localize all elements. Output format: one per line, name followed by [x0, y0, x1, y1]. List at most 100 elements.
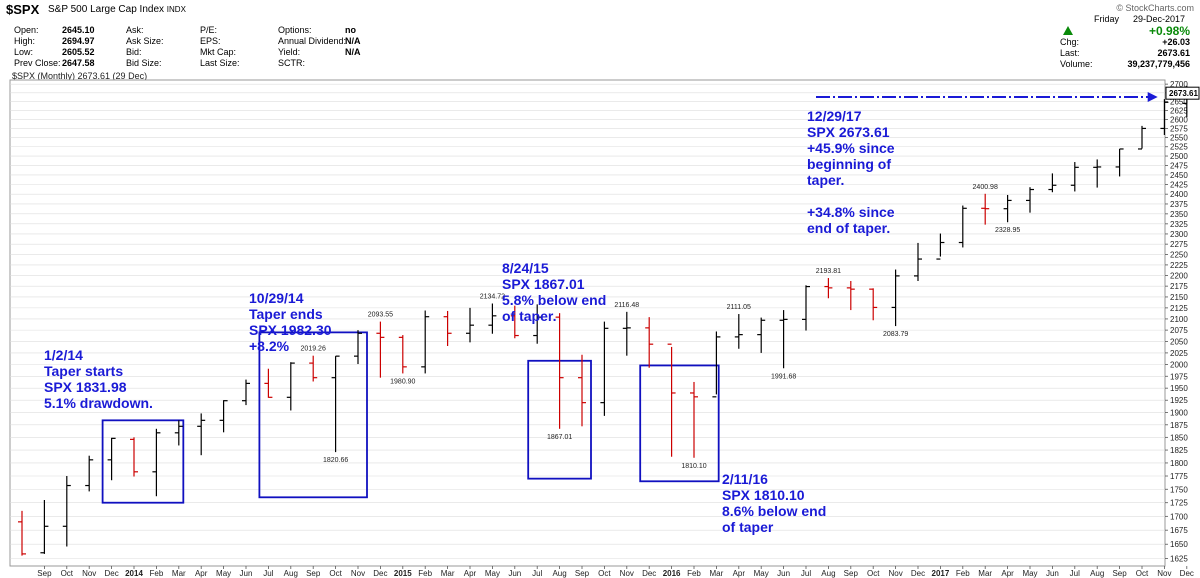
exchange: INDX	[166, 5, 186, 14]
annotation-3-line-2: 8.6% below end	[722, 503, 827, 519]
quote-label-2: Low:	[14, 47, 34, 57]
y-tick-label-5: 1750	[1170, 485, 1188, 494]
annotation-3-line-1: SPX 1810.10	[722, 487, 805, 503]
symbol-name-text: S&P 500 Large Cap Index	[48, 4, 165, 15]
annotation-4-line-3: beginning of	[807, 156, 891, 172]
x-tick-label-46: Jul	[1070, 569, 1080, 578]
quote-label4-0: Options:	[278, 25, 312, 35]
annotation-1-line-2: SPX 1982.30	[249, 322, 332, 338]
x-tick-label-43: Apr	[1001, 569, 1014, 578]
site-credit[interactable]: © StockCharts.com	[1116, 3, 1194, 13]
x-tick-label-32: May	[754, 569, 769, 578]
x-tick-label-12: Sep	[306, 569, 321, 578]
symbol: $SPX	[6, 2, 40, 17]
annotation-4-line-1: SPX 2673.61	[807, 124, 890, 140]
quote-label4-3: SCTR:	[278, 58, 305, 68]
annotation-4-line-0: 12/29/17	[807, 108, 862, 124]
y-tick-label-9: 1850	[1170, 433, 1188, 442]
y-tick-label-16: 2025	[1170, 349, 1188, 358]
x-tick-label-13: Oct	[329, 569, 342, 578]
annotation-4: 12/29/17 SPX 2673.61 +45.9% since beginning…	[807, 108, 895, 236]
x-tick-label-29: Feb	[687, 569, 701, 578]
x-tick-label-15: Dec	[373, 569, 387, 578]
y-tick-label-33: 2450	[1170, 171, 1188, 180]
y-tick-label-15: 2000	[1170, 361, 1188, 370]
quote-label4-1: Annual Dividend:	[278, 36, 347, 46]
quote-value4-1: N/A	[345, 36, 361, 46]
y-tick-label-30: 2375	[1170, 200, 1188, 209]
quote-value-3: 2647.58	[62, 58, 95, 68]
x-tick-label-10: Jul	[263, 569, 273, 578]
y-tick-label-32: 2425	[1170, 180, 1188, 189]
price-label-12: 2400.98	[973, 184, 998, 191]
quote-label-0: Open:	[14, 25, 39, 35]
annotation-0-line-2: SPX 1831.98	[44, 379, 127, 395]
y-tick-label-31: 2400	[1170, 190, 1188, 199]
y-tick-label-37: 2550	[1170, 134, 1188, 143]
annotation-4-line-7: end of taper.	[807, 220, 891, 236]
x-tick-label-25: Oct	[598, 569, 611, 578]
x-tick-label-44: May	[1022, 569, 1037, 578]
quote-right-value-1: 2673.61	[1157, 48, 1190, 58]
x-tick-label-0: Sep	[37, 569, 52, 578]
date: 29-Dec-2017	[1133, 14, 1186, 24]
price-label-0: 2019.26	[301, 346, 326, 353]
plot-frame	[9, 79, 1166, 567]
quote-right-label-1: Last:	[1060, 48, 1080, 58]
quote-value-1: 2694.97	[62, 36, 95, 46]
annotation-1: 10/29/14 Taper ends SPX 1982.30 +8.2%	[249, 290, 332, 354]
annotation-3: 2/11/16 SPX 1810.10 8.6% below end of taper	[722, 471, 826, 535]
x-tick-label-23: Aug	[552, 569, 566, 578]
y-tick-label-20: 2125	[1170, 304, 1188, 313]
annotation-2-line-3: of taper.	[502, 308, 557, 324]
x-tick-label-38: Nov	[888, 569, 902, 578]
x-tick-label-21: Jun	[508, 569, 521, 578]
date-day: Friday	[1094, 14, 1120, 24]
y-tick-label-8: 1825	[1170, 446, 1188, 455]
quote-label2-0: Ask:	[126, 25, 144, 35]
quote-label3-0: P/E:	[200, 25, 218, 35]
annotation-0-line-1: Taper starts	[44, 363, 124, 379]
x-tick-label-5: Feb	[150, 569, 164, 578]
plot-label: $SPX (Monthly) 2673.61 (29 Dec)	[12, 71, 148, 81]
price-label-13: 2328.95	[995, 227, 1020, 234]
x-tick-label-11: Aug	[284, 569, 298, 578]
quote-header: $SPX S&P 500 Large Cap Index INDX © Stoc…	[0, 0, 1200, 72]
price-label-11: 2083.79	[883, 331, 908, 338]
x-tick-label-9: Jun	[240, 569, 253, 578]
quote-value-2: 2605.52	[62, 47, 95, 57]
annotation-1-line-0: 10/29/14	[249, 290, 304, 306]
price-label-10: 2193.81	[816, 268, 841, 275]
price-label-1: 2093.55	[368, 312, 393, 319]
quote-right-value-2: 39,237,779,456	[1127, 59, 1190, 69]
x-tick-label-41: Feb	[956, 569, 970, 578]
highlight-box-3	[639, 364, 720, 483]
x-tick-label-36: Sep	[844, 569, 859, 578]
annotation-2-line-2: 5.8% below end	[502, 292, 607, 308]
x-tick-label-30: Mar	[710, 569, 724, 578]
highlight-box-0	[101, 419, 185, 504]
x-tick-label-19: Apr	[464, 569, 477, 578]
y-tick-label-35: 2500	[1170, 152, 1188, 161]
x-tick-label-42: Mar	[978, 569, 992, 578]
y-tick-label-22: 2175	[1170, 282, 1188, 291]
y-tick-label-40: 2625	[1170, 106, 1188, 115]
x-tick-label-8: May	[216, 569, 231, 578]
annotation-2: 8/24/15 SPX 1867.01 5.8% below end of taper…	[502, 260, 606, 324]
quote-label3-3: Last Size:	[200, 58, 240, 68]
x-tick-label-1: Oct	[61, 569, 74, 578]
quote-right-label-2: Volume:	[1060, 59, 1093, 69]
x-tick-label-3: Dec	[104, 569, 118, 578]
x-tick-label-28: 2016	[663, 569, 681, 578]
y-tick-label-23: 2200	[1170, 271, 1188, 280]
x-tick-label-24: Sep	[575, 569, 590, 578]
up-arrow-icon	[1063, 26, 1073, 35]
y-tick-label-21: 2150	[1170, 293, 1188, 302]
annotation-2-line-1: SPX 1867.01	[502, 276, 585, 292]
quote-label3-1: EPS:	[200, 36, 221, 46]
annotation-1-line-1: Taper ends	[249, 306, 323, 322]
symbol-name: S&P 500 Large Cap Index INDX	[48, 4, 186, 15]
x-tick-label-20: May	[485, 569, 500, 578]
price-label-9: 1991.68	[771, 373, 796, 380]
price-label-4: 2134.72	[480, 293, 505, 300]
